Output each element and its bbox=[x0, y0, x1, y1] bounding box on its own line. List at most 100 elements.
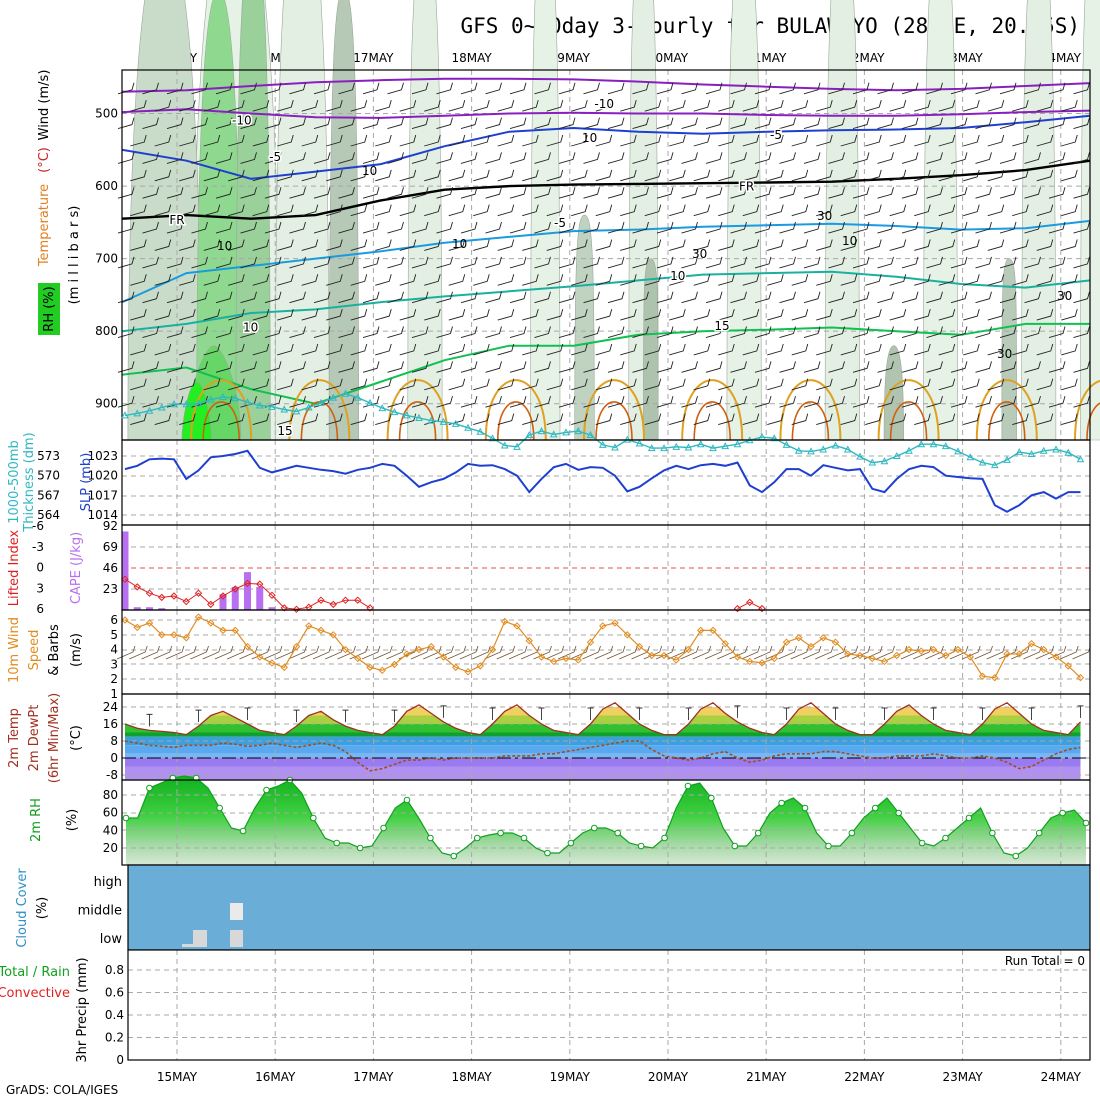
wind-barb bbox=[264, 187, 282, 199]
wind10-speed-point bbox=[991, 674, 999, 682]
wind-barb bbox=[1073, 152, 1090, 164]
rh-shading-blob bbox=[407, 0, 443, 441]
wind10-barb bbox=[141, 645, 160, 660]
wind-barb bbox=[865, 100, 882, 112]
slp-tick: 1023 bbox=[87, 449, 118, 463]
lifted-index-axis-label: Lifted Index bbox=[7, 529, 22, 606]
rh2m-point bbox=[567, 839, 575, 847]
wind-barb bbox=[424, 100, 441, 112]
wind-barb bbox=[767, 274, 784, 286]
wind-barb bbox=[191, 361, 208, 373]
thickness-point bbox=[353, 393, 362, 401]
wind-barb bbox=[1073, 396, 1090, 408]
wind-barb bbox=[779, 256, 796, 269]
wind-barb bbox=[816, 274, 833, 286]
wind10-speed-point bbox=[856, 651, 864, 660]
wind-barb bbox=[632, 291, 649, 304]
wind-barb bbox=[509, 396, 527, 408]
wind10-barb bbox=[276, 645, 295, 660]
rh2m-line bbox=[126, 775, 1087, 857]
wind10-barb bbox=[692, 645, 712, 660]
wind-barb bbox=[399, 413, 417, 426]
wind10-barb bbox=[508, 645, 528, 660]
cape-tick: 23 bbox=[103, 582, 118, 596]
wind-barb bbox=[509, 152, 527, 164]
thickness-point bbox=[280, 405, 289, 413]
wind10-barb bbox=[986, 645, 1006, 660]
wind-barb bbox=[718, 134, 735, 147]
wind-barb bbox=[497, 169, 515, 182]
rh-shading-blob bbox=[530, 0, 561, 441]
wind-barb bbox=[571, 134, 588, 147]
rh2m-point bbox=[380, 824, 387, 832]
wind10-speed-point bbox=[354, 654, 362, 663]
wind-barb bbox=[546, 239, 564, 251]
wind10-speed-point bbox=[158, 631, 166, 639]
wind-barb bbox=[632, 326, 649, 338]
wind-barb bbox=[705, 152, 723, 164]
wind-barb bbox=[350, 134, 368, 147]
wind10-barb bbox=[998, 645, 1018, 660]
thickness-line bbox=[124, 392, 1081, 466]
low-cloud-bar bbox=[182, 944, 193, 947]
rh2m-point bbox=[801, 804, 809, 812]
temp-minmax-bar bbox=[979, 707, 986, 720]
wind-barb bbox=[1073, 221, 1090, 234]
wind10-barb bbox=[190, 645, 209, 660]
wind-barb bbox=[179, 239, 196, 251]
wind-barb bbox=[473, 413, 490, 426]
rh2m-point bbox=[590, 824, 598, 832]
wind-barb bbox=[289, 361, 306, 373]
wind-barb bbox=[607, 326, 625, 338]
wind-barb bbox=[975, 187, 992, 199]
isotherm-line bbox=[121, 219, 1091, 304]
wind-barb bbox=[901, 326, 919, 338]
temp2m-label-line3: (6hr Min/Max) bbox=[47, 693, 62, 783]
wind-barb bbox=[362, 221, 380, 234]
thickness-point bbox=[133, 409, 142, 417]
wind10-barb bbox=[619, 645, 638, 660]
warm-contour-loop bbox=[595, 401, 633, 441]
wind-barb bbox=[424, 274, 441, 286]
rh-shading-blob bbox=[923, 0, 958, 441]
wind-barb bbox=[693, 100, 711, 112]
wind-barb bbox=[497, 308, 515, 321]
wind-barb bbox=[779, 187, 796, 199]
wind10-label-line2: Speed bbox=[27, 630, 42, 671]
wind-barb bbox=[473, 308, 490, 321]
wind10-barb bbox=[851, 645, 871, 660]
wind-barb bbox=[338, 117, 355, 130]
wind-barb bbox=[877, 187, 894, 199]
thickness-point bbox=[917, 440, 926, 448]
wind-barb bbox=[852, 326, 870, 338]
wind10-speed-point bbox=[427, 642, 435, 651]
wind10-barb bbox=[386, 645, 405, 660]
wind-barb bbox=[828, 396, 845, 408]
wind-barb bbox=[436, 152, 453, 164]
thickness-point bbox=[929, 440, 938, 448]
wind-barb bbox=[522, 134, 539, 147]
cape-bar bbox=[121, 531, 129, 610]
rh2m-label: 2m RH bbox=[29, 798, 44, 842]
cape-bar bbox=[231, 586, 239, 610]
wind-barb bbox=[607, 396, 625, 408]
wind-barb bbox=[791, 378, 809, 391]
thickness-tick: 567 bbox=[37, 488, 60, 502]
wind-barb bbox=[742, 134, 760, 147]
wind-barb bbox=[656, 117, 674, 130]
wind-barb bbox=[117, 117, 135, 130]
wind-barb bbox=[166, 361, 184, 373]
wind-barb bbox=[877, 152, 894, 164]
bottom-day-label-24MAY: 24MAY bbox=[1041, 1070, 1082, 1084]
wind-barb bbox=[840, 308, 858, 321]
wind-barb bbox=[362, 291, 380, 304]
wind-barb bbox=[424, 169, 441, 182]
wind-barb bbox=[877, 326, 894, 338]
wind-barb bbox=[252, 204, 270, 217]
wind-barb bbox=[264, 82, 282, 95]
wind-barb bbox=[950, 256, 968, 269]
wind-barb bbox=[228, 413, 245, 426]
wind-barb bbox=[730, 291, 747, 304]
wind10-barb bbox=[178, 645, 197, 660]
precip-bg bbox=[128, 950, 1090, 1060]
